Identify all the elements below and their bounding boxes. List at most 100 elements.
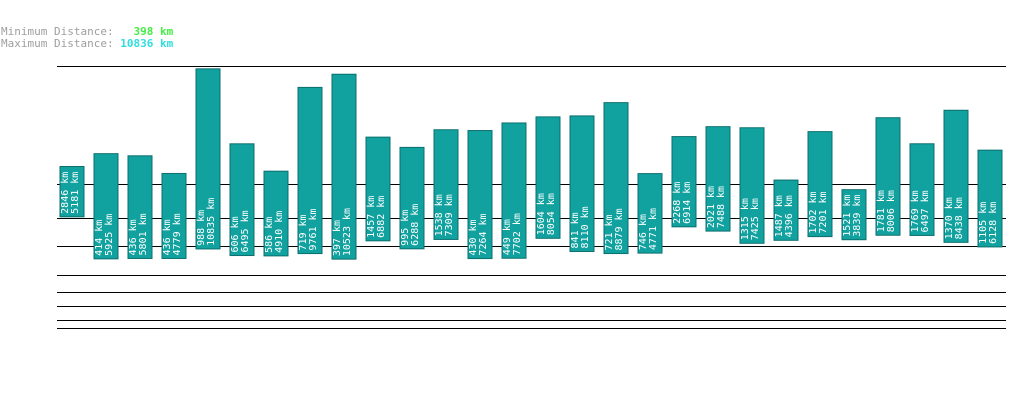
range-bar: 1315 km 7425 km xyxy=(739,127,765,244)
bar-rect xyxy=(875,117,901,236)
bar-rect xyxy=(977,149,1003,248)
range-bar: 1105 km 6128 km xyxy=(977,149,1003,248)
bar-label-high: 7309 km xyxy=(444,194,455,236)
min-distance-label: Minimum Distance: xyxy=(1,25,114,38)
range-bar: 397 km 10523 km xyxy=(331,73,357,260)
bar-label-high: 5181 km xyxy=(70,172,81,214)
bar-label-high: 8054 km xyxy=(546,193,557,235)
bar-rect xyxy=(535,116,561,239)
bar-label-high: 8879 km xyxy=(614,208,625,250)
bar-rect xyxy=(807,131,833,238)
bar-label-high: 7201 km xyxy=(818,191,829,233)
bar-label-low: 430 km xyxy=(468,219,479,255)
range-bar: 721 km 8879 km xyxy=(603,102,629,255)
bar-label-high: 5925 km xyxy=(104,214,115,256)
range-bar: 449 km 7702 km xyxy=(501,122,527,259)
bar-rect xyxy=(93,153,119,260)
range-bar: 606 km 6495 km xyxy=(229,143,255,257)
bar-rect xyxy=(263,170,289,257)
range-bar: 430 km 7264 km xyxy=(467,130,493,260)
bar-label-high: 8438 km xyxy=(954,197,965,239)
bar-label-low: 995 km xyxy=(400,210,411,246)
bar-label-high: 6128 km xyxy=(988,202,999,244)
range-bar: 1538 km 7309 km xyxy=(433,129,459,240)
range-bar: 2268 km 6914 km xyxy=(671,136,697,228)
bar-rect xyxy=(433,129,459,240)
bar-label-low: 606 km xyxy=(230,216,241,252)
bar-label-high: 8006 km xyxy=(886,190,897,232)
bar-rect xyxy=(637,173,663,254)
bar-label-low: 586 km xyxy=(264,217,275,253)
range-bar: 746 km 4771 km xyxy=(637,173,663,254)
bar-label-high: 5801 km xyxy=(138,213,149,255)
range-bar: 414 km 5925 km xyxy=(93,153,119,260)
bar-label-low: 746 km xyxy=(638,214,649,250)
bar-rect xyxy=(195,68,221,250)
bar-label-low: 2021 km xyxy=(706,186,717,228)
bar-label-low: 988 km xyxy=(196,210,207,246)
range-bar: 1702 km 7201 km xyxy=(807,131,833,238)
bar-label-high: 9761 km xyxy=(308,208,319,250)
bar-label-low: 414 km xyxy=(94,220,105,256)
bar-rect xyxy=(841,189,867,241)
bar-rect xyxy=(297,86,323,255)
range-bar: 436 km 4779 km xyxy=(161,172,187,259)
range-bar: 1781 km 8006 km xyxy=(875,117,901,236)
bar-rect xyxy=(943,109,969,243)
bar-rect xyxy=(603,102,629,255)
range-bar: 1604 km 8054 km xyxy=(535,116,561,239)
bar-rect xyxy=(331,73,357,260)
bar-rect xyxy=(739,127,765,244)
range-bar: 1769 km 6497 km xyxy=(909,143,935,236)
bar-rect xyxy=(229,143,255,257)
bar-label-high: 3839 km xyxy=(852,195,863,237)
range-bar: 2021 km 7488 km xyxy=(705,126,731,232)
range-bar: 436 km 5801 km xyxy=(127,155,153,259)
bar-rect xyxy=(671,136,697,228)
distance-stats: Minimum Distance: 398 km Maximum Distanc… xyxy=(1,26,173,50)
bar-label-low: 1315 km xyxy=(740,198,751,240)
min-distance-value: 398 km xyxy=(133,25,174,38)
bar-rect xyxy=(365,136,391,242)
range-bar: 586 km 4910 km xyxy=(263,170,289,257)
bar-label-low: 841 km xyxy=(570,212,581,248)
bar-label-low: 1769 km xyxy=(910,190,921,232)
bar-label-high: 6495 km xyxy=(240,210,251,252)
range-bar: 988 km 10835 km xyxy=(195,68,221,250)
range-bar: 1521 km 3839 km xyxy=(841,189,867,241)
bar-label-high: 6288 km xyxy=(410,204,421,246)
range-bar: 719 km 9761 km xyxy=(297,86,323,255)
bar-label-high: 4396 km xyxy=(784,195,795,237)
bar-label-low: 1457 km xyxy=(366,196,377,238)
bar-label-low: 721 km xyxy=(604,214,615,250)
max-distance-label: Maximum Distance: xyxy=(1,37,114,50)
bar-label-low: 1702 km xyxy=(808,191,819,233)
bar-label-high: 4779 km xyxy=(172,213,183,255)
bar-label-high: 4910 km xyxy=(274,211,285,253)
bar-label-low: 436 km xyxy=(162,219,173,255)
bar-label-low: 2846 km xyxy=(60,172,71,214)
bar-rect xyxy=(161,172,187,259)
bar-label-low: 397 km xyxy=(332,220,343,256)
bar-rect xyxy=(569,115,595,252)
bar-label-high: 7425 km xyxy=(750,198,761,240)
range-bar: 995 km 6288 km xyxy=(399,146,425,250)
bar-rect xyxy=(399,146,425,250)
bar-label-low: 436 km xyxy=(128,219,139,255)
max-distance-value: 10836 km xyxy=(120,37,174,50)
bar-label-high: 8110 km xyxy=(580,206,591,248)
bar-label-low: 2268 km xyxy=(672,182,683,224)
bar-rect xyxy=(59,166,85,218)
bar-label-high: 10523 km xyxy=(342,208,353,256)
bar-rect xyxy=(705,126,731,232)
range-bar: 1487 km 4396 km xyxy=(773,179,799,241)
bar-label-low: 1487 km xyxy=(774,195,785,237)
bar-label-low: 1370 km xyxy=(944,197,955,239)
bar-rect xyxy=(501,122,527,259)
bar-rect xyxy=(909,143,935,236)
bar-label-high: 6497 km xyxy=(920,190,931,232)
bar-label-low: 1105 km xyxy=(978,202,989,244)
bar-rect xyxy=(773,179,799,241)
bar-label-low: 1521 km xyxy=(842,195,853,237)
